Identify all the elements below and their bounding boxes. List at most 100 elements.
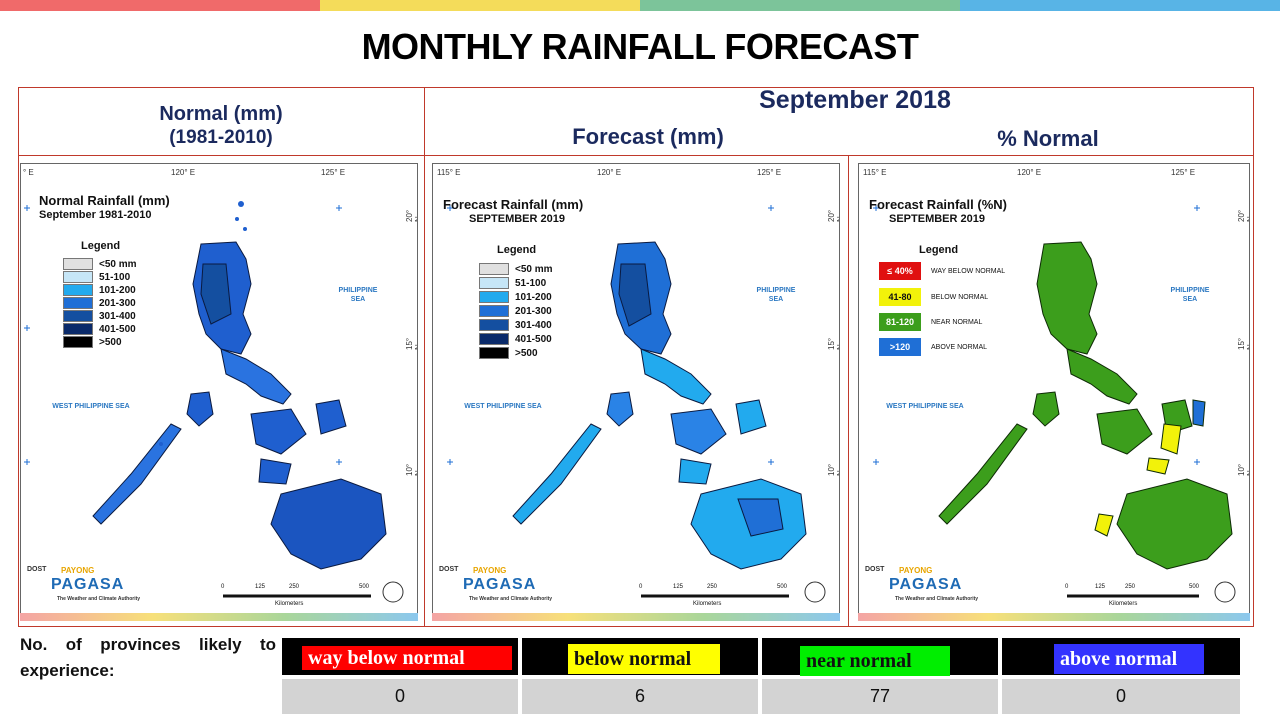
map-panel-pct-normal: 115° E 120° E 125° E 20° N 15° N 10° N F… (858, 163, 1250, 621)
divider-col2 (848, 155, 849, 627)
scale-tick: 0 (1065, 584, 1069, 590)
normal-header-line2: (1981-2010) (169, 127, 273, 148)
logo-tagline: The Weather and Climate Authority (469, 596, 553, 602)
visayas-1 (250, 408, 307, 455)
legend-box: 41-80 (879, 288, 921, 306)
luzon-west-dark (200, 263, 232, 325)
content-frame (18, 87, 1254, 627)
luzon-north (1036, 241, 1098, 355)
legend-label: >500 (99, 336, 122, 348)
legend-swatch (63, 310, 93, 322)
legend-row: 101-200 (479, 291, 552, 303)
legend-swatch (63, 284, 93, 296)
mindoro (606, 391, 634, 427)
legend-swatch (479, 333, 509, 345)
sea-label-west: WEST PHILIPPINE SEA (52, 403, 130, 410)
visayas-1 (1096, 408, 1153, 455)
luzon-south (1066, 348, 1138, 405)
map-normal-svg (24, 201, 404, 603)
sea-label-west: WEST PHILIPPINE SEA (886, 403, 964, 410)
legend-label: 51-100 (99, 271, 131, 283)
legend-row: >500 (63, 336, 122, 348)
category-way-below-normal: way below normal (302, 646, 512, 670)
lat-label-1: 20° N (405, 209, 417, 222)
compass (382, 581, 404, 603)
map-forecast-svg (447, 205, 826, 603)
lon-label-1: 115° E (437, 168, 461, 177)
top-bar-green (640, 0, 960, 11)
legend-label: 401-500 (515, 333, 552, 345)
lat-label-2: 15° N (405, 337, 417, 350)
page-title: MONTHLY RAINFALL FORECAST (361, 26, 919, 67)
above-normal-1 (1192, 399, 1206, 427)
map-normal-title: Normal Rainfall (mm) September 1981-2010 (39, 194, 170, 222)
luzon-south (220, 348, 292, 405)
visayas-2 (315, 399, 347, 435)
divider-col1 (424, 87, 425, 627)
map-forecast-title: Forecast Rainfall (mm) SEPTEMBER 2019 (443, 198, 583, 226)
visayas-3 (678, 458, 712, 485)
map-forecast-subtitle: SEPTEMBER 2019 (469, 213, 565, 225)
legend-row: 41-80 BELOW NORMAL (879, 288, 988, 306)
legend-box: ≤ 40% (879, 262, 921, 280)
legend-label: 401-500 (99, 323, 136, 335)
period-header: September 2018 (759, 86, 951, 114)
top-bar-red (0, 0, 320, 11)
logo-payong: PAYONG (473, 566, 507, 575)
scale-tick: 0 (221, 584, 225, 590)
legend-label: 201-300 (515, 305, 552, 317)
lon-label-2: 120° E (171, 168, 196, 177)
lat-label-1: 20° N (1237, 209, 1249, 222)
legend-row: 81-120 NEAR NORMAL (879, 313, 982, 331)
below-normal-1 (1160, 423, 1182, 455)
legend-label: >500 (515, 347, 538, 359)
legend-row: <50 mm (63, 258, 137, 270)
lon-label-3: 125° E (757, 168, 782, 177)
legend-swatch (63, 336, 93, 348)
scale-tick: 125 (255, 584, 266, 590)
palawan (512, 423, 602, 525)
legend-row: <50 mm (479, 263, 553, 275)
legend-swatch (479, 277, 509, 289)
logo-pagasa: PAGASA (889, 576, 963, 593)
legend-row: 51-100 (479, 277, 546, 289)
value-below-normal: 6 (522, 679, 758, 714)
sea-label-west: WEST PHILIPPINE SEA (464, 403, 542, 410)
scale-tick: 500 (359, 584, 370, 590)
value-near-normal: 77 (762, 679, 998, 714)
sea-label-east: PHILIPPINE SEA (1170, 287, 1210, 303)
logo-payong: PAYONG (899, 566, 933, 575)
value-way-below-normal: 0 (282, 679, 518, 714)
legend-swatch (63, 258, 93, 270)
category-near-normal: near normal (800, 646, 950, 676)
mindoro (186, 391, 214, 427)
lon-label-2: 120° E (1017, 168, 1042, 177)
visayas-3 (258, 458, 292, 485)
lon-label-2: 120° E (597, 168, 622, 177)
lat-label-3: 10° N (405, 463, 417, 476)
scale-tick: 250 (1125, 584, 1136, 590)
legend-label: 301-400 (515, 319, 552, 331)
scale-tick: 0 (639, 584, 643, 590)
palawan (938, 423, 1028, 525)
divider-header (18, 155, 1254, 156)
map-forecast-colorstrip (432, 613, 840, 621)
map-pct-svg (873, 205, 1236, 603)
scale-tick: 125 (673, 584, 684, 590)
legend-label: 301-400 (99, 310, 136, 322)
scale-tick: 125 (1095, 584, 1106, 590)
pct-normal-header: % Normal (997, 126, 1099, 151)
category-above-normal: above normal (1054, 644, 1204, 674)
legend-swatch (63, 297, 93, 309)
palawan (92, 423, 182, 525)
legend-row: ≤ 40% WAY BELOW NORMAL (879, 262, 1005, 280)
category-below-normal: below normal (568, 644, 720, 674)
lat-label-3: 10° N (827, 463, 839, 476)
lat-label-3: 10° N (1237, 463, 1249, 476)
below-normal-3 (1094, 513, 1114, 537)
legend-swatch (479, 291, 509, 303)
legend-row: >500 (479, 347, 538, 359)
map-pct-subtitle: SEPTEMBER 2019 (889, 213, 985, 225)
map-panel-normal: ° E 120° E 125° E 20° N 15° N 10° N Norm… (20, 163, 418, 621)
legend-swatch (479, 263, 509, 275)
